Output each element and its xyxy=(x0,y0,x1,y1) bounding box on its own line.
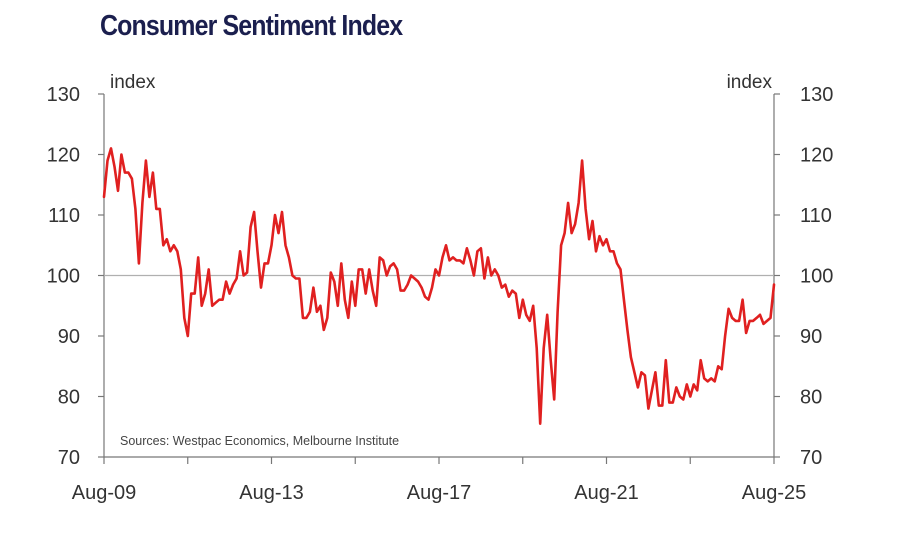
y-tick-label-right: 110 xyxy=(800,205,832,227)
y-tick-label-right: 90 xyxy=(800,326,822,348)
x-tick-label: Aug-21 xyxy=(574,482,639,504)
y-tick-label-left: 130 xyxy=(47,84,80,106)
series-line xyxy=(102,147,776,425)
y-tick-label-left: 110 xyxy=(48,205,80,227)
y-tick-label-right: 130 xyxy=(800,84,833,106)
y-axis-left-unit: index xyxy=(110,72,156,93)
x-tick-label: Aug-13 xyxy=(239,482,304,504)
y-tick-label-left: 80 xyxy=(58,387,80,409)
source-note: Sources: Westpac Economics, Melbourne In… xyxy=(120,434,399,448)
x-tick-label: Aug-09 xyxy=(72,482,137,504)
y-tick-label-right: 100 xyxy=(800,266,833,288)
y-tick-label-left: 90 xyxy=(58,326,80,348)
chart-title: Consumer Sentiment Index xyxy=(100,10,403,42)
y-tick-label-left: 100 xyxy=(47,266,80,288)
x-tick-label: Aug-25 xyxy=(742,482,807,504)
y-tick-label-left: 70 xyxy=(58,447,80,469)
y-axis-left: 70 80 90 100 110 120 130 xyxy=(47,84,104,469)
y-tick-label-left: 120 xyxy=(47,145,80,167)
y-tick-label-right: 70 xyxy=(800,447,822,469)
x-tick-label: Aug-17 xyxy=(407,482,472,504)
y-tick-label-right: 120 xyxy=(800,145,833,167)
y-axis-right-unit: index xyxy=(727,72,773,93)
y-axis-right: 70 80 90 100 110 120 130 xyxy=(774,84,833,469)
y-tick-label-right: 80 xyxy=(800,387,822,409)
x-axis: Aug-09 Aug-13 Aug-17 Aug-21 Aug-25 xyxy=(72,457,807,504)
